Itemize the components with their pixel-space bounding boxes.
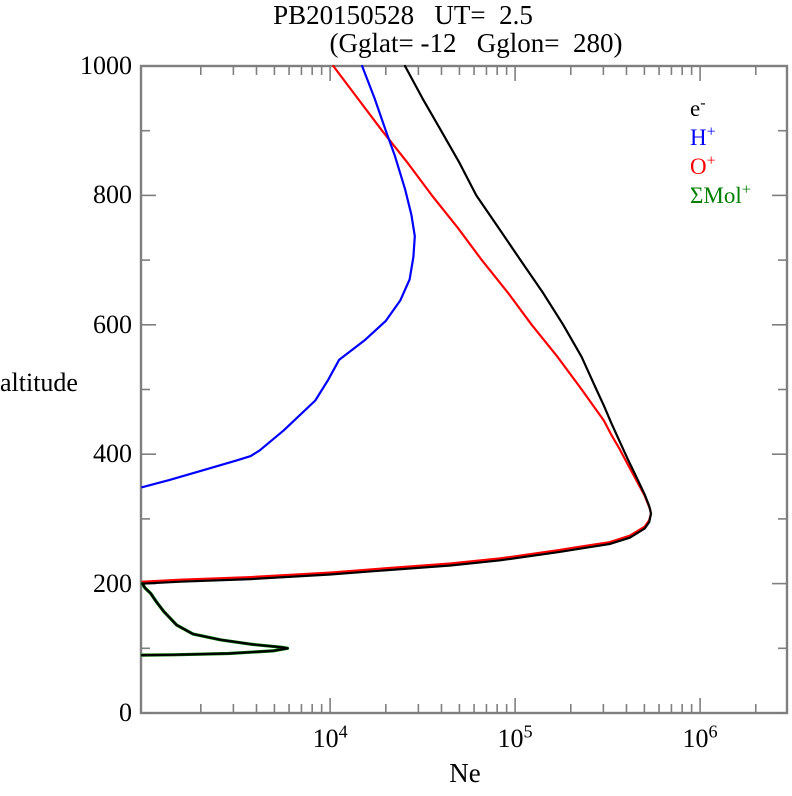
series-SMol+ <box>140 581 290 657</box>
y-tick-label: 600 <box>93 309 132 339</box>
chart-subtitle: (Gglat= -12 Gglon= 280) <box>329 28 623 58</box>
y-tick-label: 200 <box>93 568 132 598</box>
series-O+ <box>141 64 653 583</box>
x-tick-label: 105 <box>497 721 533 753</box>
series-H+ <box>141 64 416 489</box>
y-tick-label: 1000 <box>80 51 132 80</box>
legend-item-mol-plus: ΣMol+ <box>690 181 751 208</box>
x-tick-label: 106 <box>682 721 718 753</box>
y-axis-label: altitude <box>0 368 78 397</box>
legend-item-electron: e- <box>690 94 706 121</box>
y-tick-label: 400 <box>93 439 132 469</box>
x-axis-label: Ne <box>449 758 481 788</box>
chart-title: PB20150528 UT= 2.5 <box>273 0 533 30</box>
y-tick-label: 800 <box>93 180 132 210</box>
legend-item-h-plus: H+ <box>690 123 716 150</box>
y-tick-label: 0 <box>119 698 132 727</box>
x-tick-label: 104 <box>312 721 348 753</box>
axis-box <box>139 64 789 715</box>
series-e- <box>141 64 653 657</box>
legend: e- H+ O+ ΣMol+ <box>690 94 751 210</box>
legend-item-o-plus: O+ <box>690 152 716 179</box>
